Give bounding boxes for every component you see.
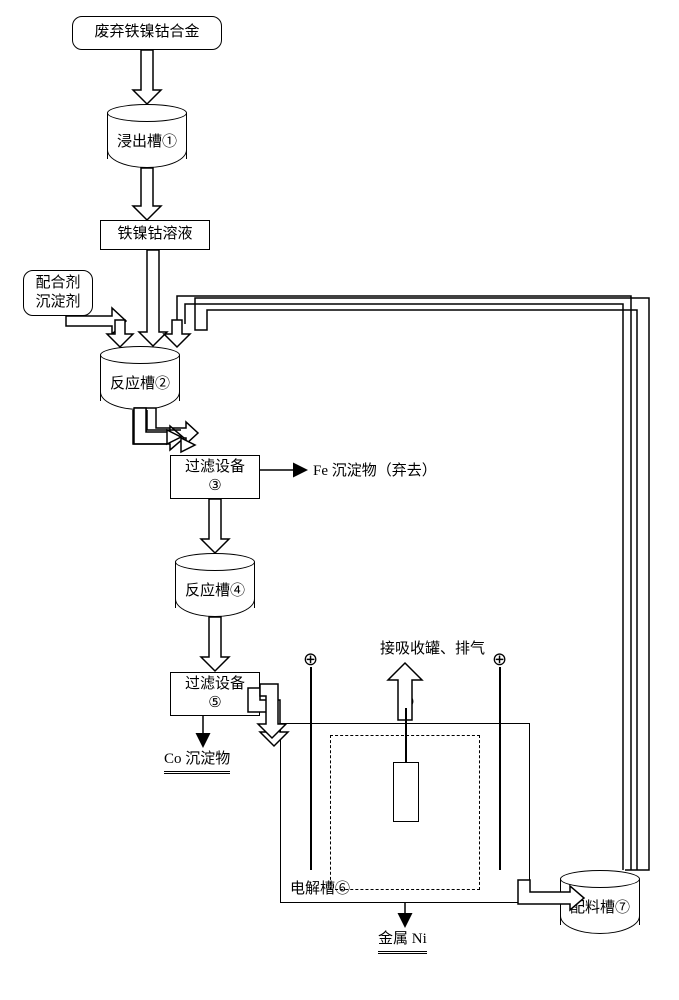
node-filter5: 过滤设备 ⑤: [170, 672, 260, 716]
anode-left-symbol: ⊕: [303, 648, 318, 671]
label-exhaust-text: 接吸收罐、排气: [380, 641, 485, 657]
label-ni-text: 金属 Ni: [378, 931, 427, 947]
filter3-l2: ③: [208, 477, 221, 497]
cylinder-tank4: 反应槽④: [175, 553, 255, 617]
cylinder-tank7: 配料槽⑦: [560, 870, 640, 934]
label-ni: 金属 Ni: [378, 930, 427, 954]
cell-label-text: 电解槽⑥: [290, 881, 350, 897]
label-fe: Fe 沉淀物（弃去）: [313, 462, 437, 482]
filter3-l1: 过滤设备: [185, 458, 245, 478]
label-co: Co 沉淀物: [164, 750, 230, 774]
label-exhaust: 接吸收罐、排气: [380, 640, 485, 660]
cathode: [393, 762, 419, 822]
tank7-label: 配料槽⑦: [560, 896, 640, 917]
tank4-label: 反应槽④: [175, 579, 255, 600]
filter5-l1: 过滤设备: [185, 675, 245, 695]
label-co-text: Co 沉淀物: [164, 751, 230, 767]
label-fe-text: Fe 沉淀物（弃去）: [313, 463, 437, 479]
cathode-symbol: ⊖: [400, 690, 415, 713]
tank1-label: 浸出槽①: [107, 130, 187, 151]
node-input: 废弃铁镍钴合金: [72, 16, 222, 50]
node-solution-label: 铁镍钴溶液: [117, 225, 192, 245]
node-reagent-label: 配合剂 沉淀剂: [35, 274, 80, 313]
cylinder-tank2: 反应槽②: [100, 346, 180, 410]
node-reagent: 配合剂 沉淀剂: [23, 270, 93, 316]
tank2-label: 反应槽②: [100, 372, 180, 393]
cell-label: 电解槽⑥: [290, 880, 350, 900]
node-filter3: 过滤设备 ③: [170, 455, 260, 499]
cylinder-tank1: 浸出槽①: [107, 104, 187, 168]
anode-right-symbol: ⊕: [492, 648, 507, 671]
node-input-label: 废弃铁镍钴合金: [94, 23, 199, 43]
filter5-l2: ⑤: [208, 694, 221, 714]
node-solution: 铁镍钴溶液: [100, 220, 210, 250]
